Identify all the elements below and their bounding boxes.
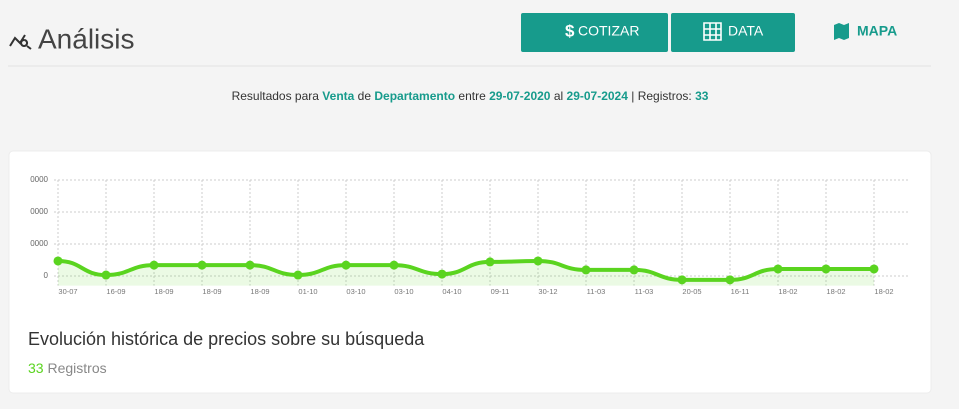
analysis-icon	[9, 34, 32, 50]
point	[773, 264, 783, 274]
y-tick-label: 200000	[21, 207, 48, 216]
x-tick-label: 03-10	[394, 287, 413, 296]
records-label: Registros	[47, 360, 106, 376]
point	[149, 260, 159, 270]
x-tick-label: 11-03	[587, 287, 606, 296]
line	[57, 258, 874, 282]
summary-operation: Venta	[322, 89, 354, 103]
link-label: MAPA	[857, 23, 897, 39]
point	[821, 264, 831, 274]
svg-text:$: $	[565, 21, 575, 40]
x-tick-label: 18-02	[826, 287, 845, 296]
summary-end: 29-07-2024	[567, 89, 629, 103]
point	[101, 270, 111, 280]
summary-text: al	[554, 89, 563, 103]
point	[485, 257, 495, 267]
summary-count: 33	[695, 89, 709, 103]
point	[53, 256, 63, 266]
cotizar-button[interactable]: $ COTIZAR	[521, 13, 668, 52]
x-tick-label: 18-02	[778, 287, 797, 296]
x-tick-label: 18-09	[202, 287, 221, 296]
x-tick-label: 18-09	[250, 287, 269, 296]
summary-text: entre	[458, 89, 486, 103]
point	[725, 275, 735, 285]
summary-text: de	[358, 89, 372, 103]
summary-text: Resultados para	[232, 89, 320, 103]
summary-property: Departamento	[374, 89, 455, 103]
x-tick-label: 04-10	[442, 287, 461, 296]
point	[197, 260, 207, 270]
x-tick-label: 16-11	[731, 287, 750, 296]
page-title: Análisis	[38, 23, 134, 54]
data-button[interactable]: DATA	[671, 13, 795, 52]
point	[341, 260, 351, 270]
point	[677, 275, 687, 285]
x-tick-label: 16-09	[106, 287, 125, 296]
point	[437, 269, 447, 279]
y-tick-label: 100000	[21, 239, 48, 248]
x-tick-label: 11-03	[635, 287, 654, 296]
records-count: 33	[28, 360, 44, 376]
x-tick-label: 20-05	[682, 287, 701, 296]
mapa-link[interactable]: MAPA	[834, 23, 897, 40]
button-label: DATA	[728, 23, 764, 39]
plot: 0 100000 200000 300000 30-07 16-09 18-09 18-09 1…	[21, 175, 910, 296]
point	[869, 264, 879, 274]
x-tick-label: 18-09	[154, 287, 173, 296]
chart-title: Evolución histórica de precios sobre su …	[28, 329, 425, 349]
header: Análisis $ COTIZAR DATA MAPA	[8, 13, 931, 67]
y-tick-label: 0	[44, 271, 49, 280]
x-tick-label: 30-07	[58, 287, 77, 296]
x-tick-label: 01-10	[298, 287, 317, 296]
point	[293, 270, 303, 280]
x-tick-label: 18-02	[874, 287, 893, 296]
button-label: COTIZAR	[578, 23, 639, 39]
x-tick-label: 30-12	[538, 287, 557, 296]
y-tick-label: 300000	[21, 175, 48, 184]
point	[245, 260, 255, 270]
point	[629, 265, 639, 275]
records: 33 Registros	[28, 360, 107, 376]
summary-text: | Registros:	[631, 89, 691, 103]
summary: Resultados para Venta de Departamento en…	[232, 89, 709, 103]
summary-start: 29-07-2020	[489, 89, 551, 103]
point	[389, 260, 399, 270]
x-tick-label: 03-10	[346, 287, 365, 296]
point	[581, 265, 591, 275]
point	[533, 256, 543, 266]
x-tick-label: 09-11	[491, 287, 510, 296]
